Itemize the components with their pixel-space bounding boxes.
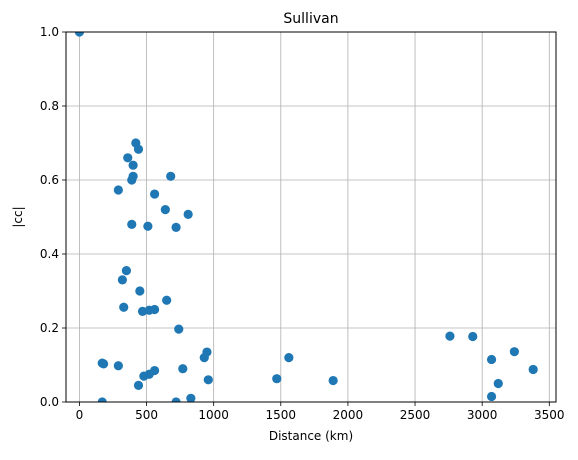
y-tick-label: 0.6	[40, 173, 59, 187]
y-tick-label: 0.0	[40, 395, 59, 409]
data-point	[127, 219, 137, 229]
data-point	[98, 359, 109, 369]
data-point	[199, 353, 209, 363]
data-point	[133, 144, 144, 154]
data-point	[183, 209, 193, 220]
axis-ticks: 0 500 1000 1500 2000 2500 3000 3500 0.0 0.2 0.4 0.6…	[40, 25, 565, 422]
data-point	[493, 378, 503, 389]
grid-lines	[66, 31, 556, 403]
x-tick-label: 1000	[198, 408, 229, 422]
data-point	[486, 391, 497, 402]
x-tick-label: 3500	[534, 408, 565, 422]
data-point	[160, 205, 170, 215]
data-point	[133, 380, 144, 390]
y-tick-label: 0.2	[40, 321, 59, 335]
x-tick-label: 0	[76, 408, 84, 422]
data-point	[284, 353, 294, 363]
data-point	[113, 185, 123, 195]
data-point	[509, 347, 519, 357]
data-points	[74, 32, 538, 402]
x-axis-label: Distance (km)	[269, 429, 353, 443]
data-point	[127, 175, 137, 185]
data-point	[203, 375, 213, 385]
data-point	[171, 397, 181, 402]
y-tick-label: 0.8	[40, 99, 59, 113]
data-point	[528, 364, 538, 375]
data-point	[139, 371, 149, 381]
x-tick-label: 500	[135, 408, 158, 422]
x-tick-label: 1500	[266, 408, 297, 422]
data-point	[171, 222, 181, 232]
data-point	[123, 153, 133, 163]
data-point	[162, 295, 172, 305]
plot-frame	[65, 31, 557, 403]
x-tick-label: 3000	[467, 408, 498, 422]
x-tick-label: 2500	[400, 408, 431, 422]
chart-title: Sullivan	[283, 11, 338, 27]
data-point	[119, 302, 129, 312]
data-point	[97, 397, 107, 402]
data-point	[121, 266, 132, 276]
data-point	[328, 375, 338, 386]
y-axis-label: |cc|	[11, 206, 25, 227]
data-point	[166, 171, 176, 181]
data-point	[272, 374, 282, 384]
data-point	[174, 324, 184, 334]
data-point	[150, 189, 160, 199]
data-point	[186, 393, 196, 402]
data-point	[117, 275, 127, 285]
data-point	[128, 160, 138, 170]
data-point	[445, 331, 455, 341]
x-tick-label: 2000	[333, 408, 364, 422]
data-point	[486, 354, 497, 365]
data-point	[150, 304, 160, 315]
data-point	[74, 32, 85, 37]
data-point	[113, 361, 123, 371]
data-point	[135, 286, 145, 296]
data-point	[468, 331, 478, 342]
y-tick-label: 1.0	[40, 25, 59, 39]
data-point	[143, 221, 153, 231]
y-tick-label: 0.4	[40, 247, 59, 261]
data-point	[178, 364, 188, 374]
